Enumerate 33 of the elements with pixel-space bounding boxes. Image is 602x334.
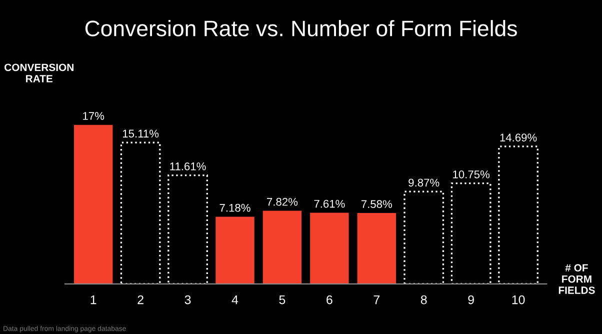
- x-tick-label: 7: [374, 295, 380, 304]
- chart-title: Conversion Rate vs. Number of Form Fields: [85, 20, 517, 36]
- data-label: 7.82%: [267, 198, 298, 206]
- y-axis-title: CONVERSION RATE: [4, 64, 74, 82]
- bar: [404, 190, 444, 284]
- data-label: 17%: [83, 112, 104, 120]
- x-tick-label: 3: [184, 295, 191, 304]
- x-tick-label: 6: [326, 295, 332, 304]
- bar: [120, 142, 161, 284]
- data-label: 9.87%: [408, 178, 440, 187]
- x-tick-label: 2: [138, 295, 144, 304]
- x-tick-label: 5: [279, 295, 286, 304]
- data-label: 15.11%: [122, 130, 159, 138]
- data-label: 7.58%: [361, 200, 392, 208]
- data-label: 11.61%: [170, 162, 206, 170]
- data-label: 14.69%: [500, 134, 537, 142]
- x-tick-label: 8: [420, 295, 427, 304]
- x-tick-label: 9: [468, 295, 474, 304]
- bar: [216, 216, 254, 284]
- bar: [450, 182, 492, 284]
- x-axis-title: # OF FORM FIELDS: [558, 264, 595, 294]
- bar: [74, 124, 113, 284]
- bar: [168, 174, 208, 284]
- data-label: 7.18%: [220, 204, 250, 212]
- data-label: 10.75%: [453, 170, 490, 178]
- data-label: 7.61%: [314, 200, 345, 208]
- bar: [498, 146, 538, 284]
- x-tick-label: 10: [512, 295, 525, 304]
- x-tick-label: 4: [232, 295, 238, 304]
- bar: [357, 212, 396, 284]
- bar: [262, 210, 302, 284]
- bar: [310, 212, 349, 284]
- x-tick-label: 1: [90, 295, 96, 304]
